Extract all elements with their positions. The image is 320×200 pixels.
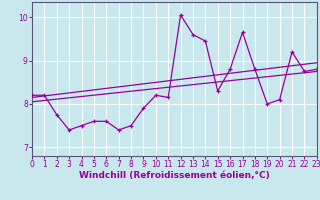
X-axis label: Windchill (Refroidissement éolien,°C): Windchill (Refroidissement éolien,°C) bbox=[79, 171, 270, 180]
